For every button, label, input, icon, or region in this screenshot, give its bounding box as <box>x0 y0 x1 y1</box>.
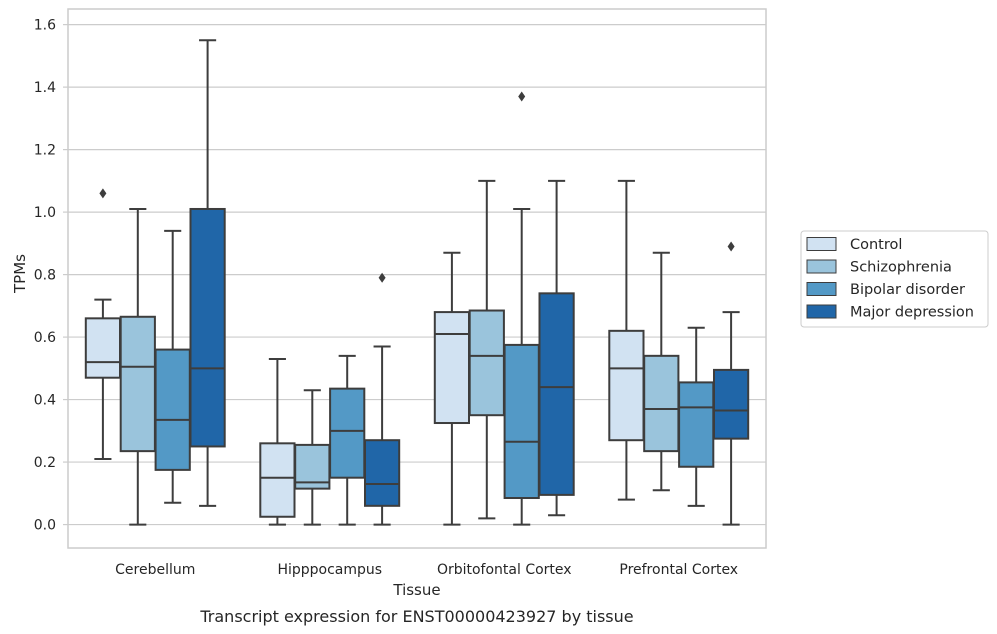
y-tick-label: 0.2 <box>34 455 56 471</box>
y-tick-label: 1.2 <box>34 143 56 159</box>
outlier-point <box>99 188 107 199</box>
legend-label: Major depression <box>850 305 974 321</box>
box-schizophrenia <box>119 207 156 526</box>
y-tick-label: 0.6 <box>34 330 56 346</box>
box-major-depression <box>363 272 401 526</box>
plot-area-frame <box>67 8 767 549</box>
legend-swatch <box>806 304 837 319</box>
box-iqr <box>538 292 575 496</box>
box-iqr <box>608 329 645 442</box>
legend-label: Control <box>850 237 902 253</box>
box-control <box>259 357 296 526</box>
box-iqr <box>678 381 715 468</box>
box-iqr <box>433 311 471 425</box>
legend-label: Bipolar disorder <box>850 282 965 298</box>
box-schizophrenia <box>294 389 331 526</box>
box-bipolar-disorder <box>678 326 715 507</box>
legend-swatch <box>806 237 837 251</box>
x-axis-ticks: Cerebellum Hipppocampus Orbitofontal Corte… <box>115 562 738 578</box>
legend-frame <box>800 230 989 328</box>
y-tick-label: 1.4 <box>34 80 56 96</box>
legend: Control Schizophrenia Bipolar disorder Majo… <box>800 230 989 328</box>
x-tick-label: Hipppocampus <box>277 562 382 578</box>
box-bipolar-disorder <box>329 354 366 526</box>
legend-swatch <box>806 282 837 296</box>
y-axis-ticks: 0.0 0.2 0.4 0.6 0.8 1.0 1.2 1.4 1.6 <box>34 18 68 534</box>
box-control <box>608 179 645 501</box>
outlier-point <box>727 241 735 252</box>
box-iqr <box>468 309 505 417</box>
y-tick-label: 1.6 <box>34 18 56 34</box>
box-iqr <box>259 442 296 518</box>
box-iqr <box>503 343 540 500</box>
box-control <box>433 251 471 526</box>
box-control <box>84 188 122 460</box>
x-axis-label: Tissue <box>392 581 440 599</box>
box-schizophrenia <box>643 251 680 492</box>
chart-caption: Transcript expression for ENST0000042392… <box>199 607 633 626</box>
box-iqr <box>363 439 401 507</box>
box-iqr <box>119 315 156 453</box>
box-schizophrenia <box>468 179 505 520</box>
outlier-point <box>378 272 386 283</box>
legend-label: Schizophrenia <box>850 260 952 276</box>
y-tick-label: 0.8 <box>34 268 56 284</box>
box-major-depression <box>189 39 226 507</box>
y-tick-label: 0.0 <box>34 518 56 534</box>
box-iqr <box>643 354 680 453</box>
box-major-depression <box>538 179 575 517</box>
y-axis-label: TPMs <box>11 254 29 294</box>
outlier-point <box>518 91 526 102</box>
x-tick-label: Orbitofontal Cortex <box>437 562 572 578</box>
box-iqr <box>329 387 366 479</box>
y-tick-label: 1.0 <box>34 205 56 221</box>
box-bipolar-disorder <box>154 229 191 504</box>
box-iqr <box>712 368 750 440</box>
box-major-depression <box>712 241 750 526</box>
box-iqr <box>84 317 122 379</box>
box-iqr <box>154 348 191 471</box>
box-bipolar-disorder <box>503 91 540 526</box>
legend-swatch <box>806 259 837 274</box>
box-iqr <box>189 207 226 448</box>
x-tick-label: Cerebellum <box>115 562 195 578</box>
x-tick-label: Prefrontal Cortex <box>619 562 738 578</box>
y-tick-label: 0.4 <box>34 393 56 409</box>
boxes <box>84 39 750 526</box>
